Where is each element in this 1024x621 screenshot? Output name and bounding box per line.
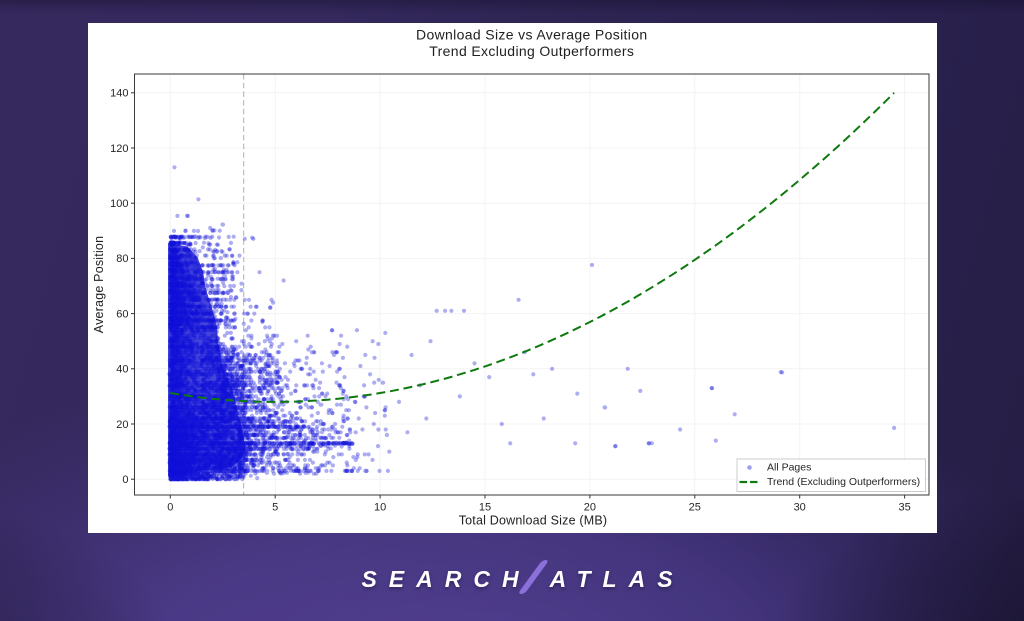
- svg-text:Trend (Excluding Outperformers: Trend (Excluding Outperformers): [767, 476, 920, 488]
- svg-text:40: 40: [116, 364, 128, 376]
- svg-text:10: 10: [374, 502, 386, 514]
- svg-text:25: 25: [689, 502, 701, 514]
- svg-text:140: 140: [110, 88, 128, 100]
- svg-text:0: 0: [122, 474, 128, 486]
- svg-text:80: 80: [116, 253, 128, 265]
- svg-text:Trend Excluding Outperformers: Trend Excluding Outperformers: [429, 43, 634, 59]
- svg-text:0: 0: [167, 502, 173, 514]
- svg-text:35: 35: [898, 502, 910, 514]
- svg-text:Total Download Size (MB): Total Download Size (MB): [459, 514, 608, 528]
- svg-text:5: 5: [272, 502, 278, 514]
- svg-text:All Pages: All Pages: [767, 462, 811, 474]
- svg-text:120: 120: [110, 143, 128, 155]
- svg-text:20: 20: [116, 419, 128, 431]
- svg-text:30: 30: [794, 502, 806, 514]
- svg-text:20: 20: [584, 502, 596, 514]
- svg-text:Average Position: Average Position: [92, 236, 106, 333]
- svg-text:15: 15: [479, 502, 491, 514]
- svg-text:60: 60: [116, 308, 128, 320]
- svg-text:100: 100: [110, 198, 128, 210]
- svg-text:Download Size vs Average Posit: Download Size vs Average Position: [416, 27, 648, 43]
